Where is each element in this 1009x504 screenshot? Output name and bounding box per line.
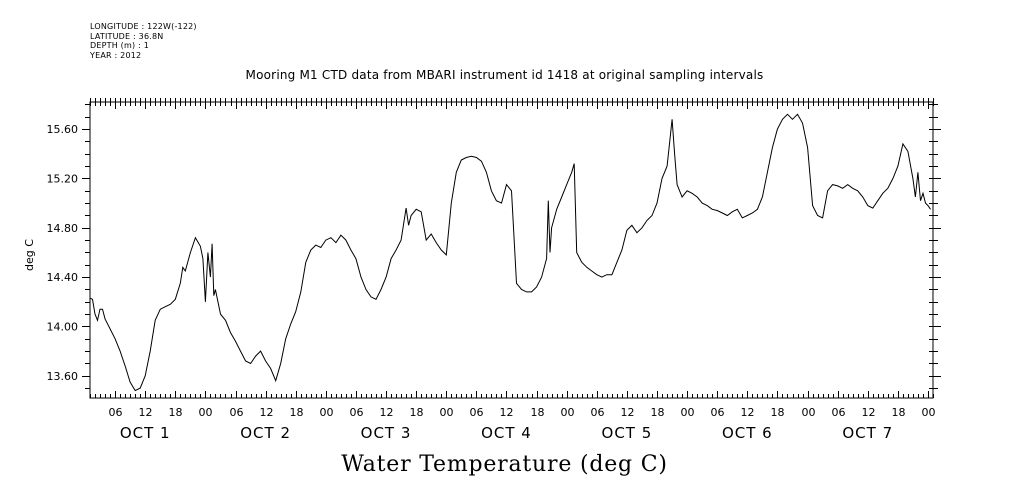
- x-tick-label: 06: [350, 406, 364, 419]
- x-day-label: OCT 4: [481, 424, 532, 442]
- y-tick-label: 14.00: [47, 320, 79, 333]
- x-tick-label: 18: [410, 406, 424, 419]
- x-tick-label: 06: [711, 406, 725, 419]
- x-tick-label: 12: [139, 406, 153, 419]
- latitude-label: LATITUDE : 36.8N: [90, 31, 164, 41]
- chart-title: Mooring M1 CTD data from MBARI instrumen…: [245, 68, 764, 82]
- temperature-series-line: [89, 113, 931, 392]
- x-tick-label: 00: [440, 406, 454, 419]
- y-tick-label: 14.80: [47, 222, 79, 235]
- x-tick-label: 00: [199, 406, 213, 419]
- x-day-label: OCT 5: [602, 424, 653, 442]
- depth-label: DEPTH (m) : 1: [90, 41, 149, 50]
- x-tick-label: 00: [922, 406, 936, 419]
- x-tick-label: 06: [591, 406, 605, 419]
- x-tick-label: 18: [892, 406, 906, 419]
- x-tick-label: 00: [802, 406, 816, 419]
- x-tick-label: 12: [621, 406, 635, 419]
- x-tick-label: 12: [741, 406, 755, 419]
- y-tick-label: 15.20: [47, 172, 79, 185]
- x-tick-label: 06: [230, 406, 244, 419]
- x-tick-label: 12: [260, 406, 274, 419]
- x-tick-label: 18: [531, 406, 545, 419]
- longitude-label: LONGITUDE : 122W(-122): [90, 22, 197, 31]
- y-tick-label: 13.60: [47, 370, 79, 383]
- x-tick-label: 18: [169, 406, 183, 419]
- x-axis-label: Water Temperature (deg C): [341, 452, 668, 477]
- x-day-label: OCT 1: [120, 424, 171, 442]
- x-tick-label: 18: [651, 406, 665, 419]
- x-day-label: OCT 6: [722, 424, 773, 442]
- x-tick-label: 00: [320, 406, 334, 419]
- x-day-label: OCT 3: [361, 424, 412, 442]
- y-tick-label: 15.60: [47, 123, 79, 136]
- y-tick-label: 14.40: [47, 271, 79, 284]
- plot-frame: [89, 101, 934, 399]
- x-tick-label: 06: [832, 406, 846, 419]
- x-tick-label: 18: [771, 406, 785, 419]
- x-tick-label: 12: [380, 406, 394, 419]
- x-tick-label: 00: [561, 406, 575, 419]
- x-tick-label: 12: [500, 406, 514, 419]
- x-tick-label: 12: [862, 406, 876, 419]
- axis-labels: 06 12 18 00 06 12 18 00 06 12 18 00 06 12 18 00 06 12 18 00…: [47, 123, 936, 442]
- year-label: YEAR : 2012: [90, 50, 142, 60]
- metadata-block: LONGITUDE : 122W(-122) LATITUDE : 36.8N …: [90, 22, 197, 60]
- tick-marks: [82, 98, 941, 398]
- x-tick-label: 18: [290, 406, 304, 419]
- x-tick-label: 06: [470, 406, 484, 419]
- x-day-label: OCT 2: [240, 424, 291, 442]
- x-tick-label: 00: [681, 406, 695, 419]
- y-axis-label: deg C: [23, 239, 36, 271]
- x-day-label: OCT 7: [842, 424, 893, 442]
- x-tick-label: 06: [109, 406, 123, 419]
